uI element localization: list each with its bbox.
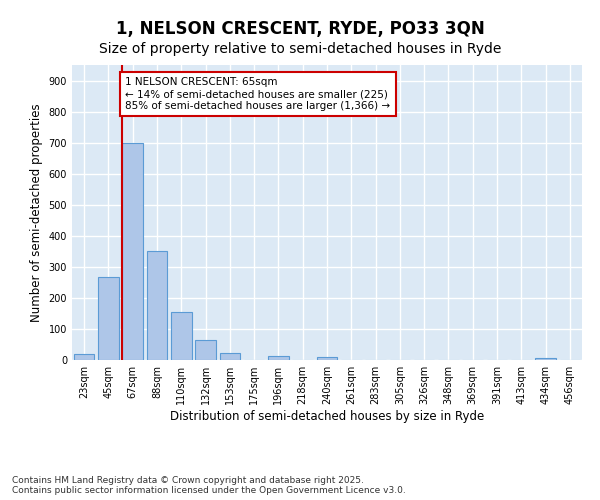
Bar (220, 353, 240, 360)
Text: 1, NELSON CRESCENT, RYDE, PO33 3QN: 1, NELSON CRESCENT, RYDE, PO33 3QN (116, 20, 484, 38)
Bar (74, 354, 94, 360)
Y-axis label: Number of semi-detached properties: Number of semi-detached properties (30, 103, 43, 322)
Bar (171, 312, 191, 360)
Bar (195, 340, 216, 360)
Text: 1 NELSON CRESCENT: 65sqm
← 14% of semi-detached houses are smaller (225)
85% of : 1 NELSON CRESCENT: 65sqm ← 14% of semi-d… (125, 78, 391, 110)
X-axis label: Distribution of semi-detached houses by size in Ryde: Distribution of semi-detached houses by … (170, 410, 484, 423)
Text: Size of property relative to semi-detached houses in Ryde: Size of property relative to semi-detach… (99, 42, 501, 56)
Bar (317, 357, 337, 360)
Bar (146, 252, 167, 360)
Bar (268, 356, 289, 360)
Bar (122, 142, 143, 360)
Bar (535, 358, 556, 360)
Bar (98, 277, 119, 360)
Text: Contains HM Land Registry data © Crown copyright and database right 2025.
Contai: Contains HM Land Registry data © Crown c… (12, 476, 406, 495)
